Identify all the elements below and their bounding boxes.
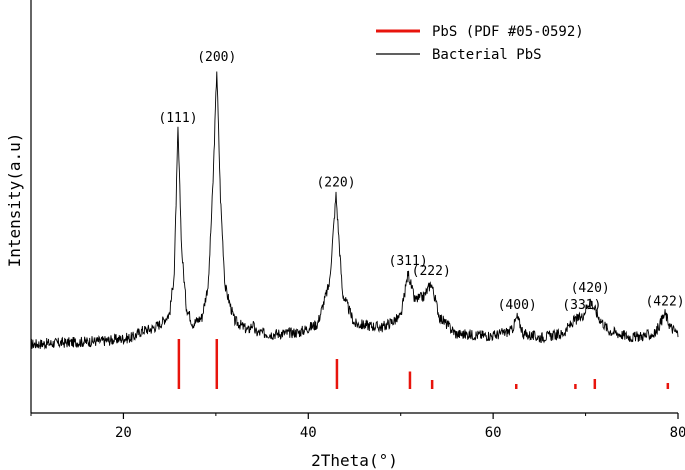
x-tick-label: 40	[300, 425, 317, 441]
x-ticks: 20 40 60 80	[30, 413, 685, 441]
x-tick-label: 20	[115, 425, 132, 441]
reference-sticks	[177, 339, 670, 389]
peak-label: (200)	[197, 50, 236, 65]
peak-label: (111)	[158, 111, 197, 126]
peak-label: (422)	[645, 295, 684, 310]
plot-area	[30, 71, 679, 350]
y-axis-label: Intensity(a.u)	[5, 133, 24, 268]
peak-label: (222)	[412, 264, 451, 279]
peak-label: (220)	[316, 176, 355, 191]
axes	[30, 0, 678, 414]
peak-label: (420)	[571, 281, 610, 296]
peak-label: (400)	[498, 298, 537, 313]
x-tick-label: 80	[670, 425, 685, 441]
legend-label-pattern: Bacterial PbS	[432, 47, 542, 63]
x-tick-label: 60	[485, 425, 502, 441]
series-line-bacterial-pbs	[30, 71, 679, 350]
peak-label: (331)	[562, 298, 601, 313]
peak-label: (311)	[389, 254, 428, 269]
peak-labels: (111) (200) (220) (311)(222) (400) (331) (420)…	[158, 50, 684, 313]
legend-label-reference: PbS (PDF #05-0592)	[432, 24, 584, 40]
legend: PbS (PDF #05-0592) Bacterial PbS	[376, 24, 584, 63]
x-axis-label: 2Theta(°)	[311, 451, 398, 470]
